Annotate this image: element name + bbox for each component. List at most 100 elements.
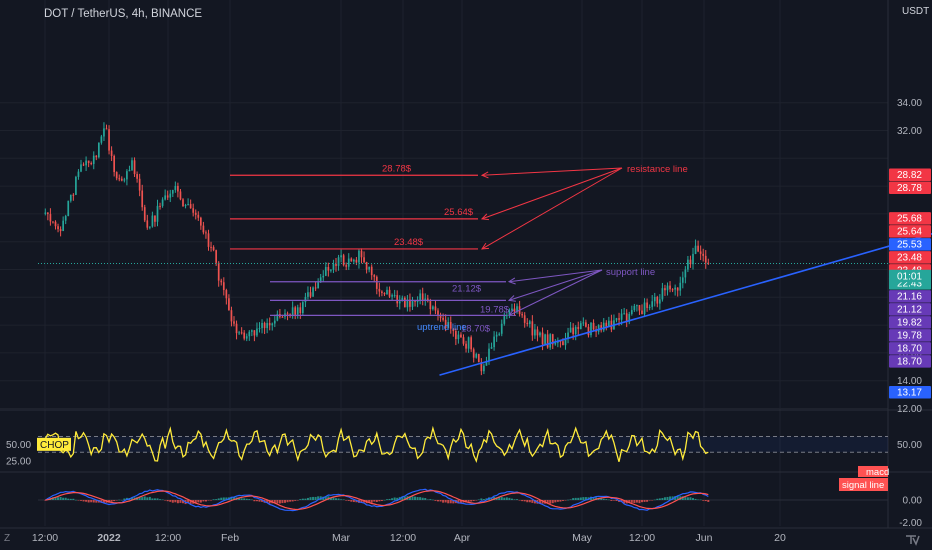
time-scale: 12:00 2022 12:00 Feb Mar 12:00 Apr May 12:00 Jun 2… [32, 532, 786, 544]
macd-histogram-bar [217, 498, 220, 500]
uptrend-annotation: uptrend line [417, 322, 467, 333]
candle-body [281, 316, 284, 318]
macd-histogram-bar [289, 500, 292, 502]
macd-histogram-bar [301, 498, 304, 500]
macd-histogram-bar [95, 500, 98, 503]
resistance-arrow-head [481, 242, 490, 250]
candle-body [620, 313, 623, 320]
candle-body [569, 327, 572, 333]
macd-histogram-bar [505, 497, 508, 500]
candle-body [437, 310, 439, 315]
candle-body [536, 329, 539, 336]
resistance-level-label: 23.48$ [394, 237, 424, 248]
price-scale-badge [889, 316, 931, 329]
candle-body [521, 314, 523, 316]
candle-body [676, 287, 679, 291]
macd-histogram-bar [258, 500, 261, 502]
macd-histogram-bar [485, 498, 488, 500]
candle-body [110, 150, 113, 156]
candle-body [202, 225, 205, 233]
candle-body [661, 288, 664, 300]
price-scale-badge-text: 19.78 [897, 331, 922, 342]
macd-histogram-bar [102, 500, 105, 503]
macd-histogram-bar [153, 498, 156, 500]
macd-histogram-bar [702, 500, 705, 501]
candle-body [319, 277, 322, 283]
candle-body [143, 207, 146, 221]
macd-histogram-bar [559, 500, 562, 502]
candle-body [475, 354, 478, 358]
resistance-annotation: resistance line [627, 164, 688, 175]
candle-body [562, 341, 564, 346]
candle-body [340, 255, 342, 258]
macd-line [44, 488, 709, 512]
zoom-icon[interactable]: Z [4, 533, 10, 544]
price-scale-badge [889, 329, 931, 342]
price-scale-badge [889, 290, 931, 303]
macd-histogram-bar [503, 497, 506, 500]
candle-body [200, 217, 202, 226]
candle-body [681, 277, 684, 283]
candle-body [87, 160, 90, 164]
price-scale-badge [889, 238, 931, 251]
macd-histogram-bar [174, 500, 177, 503]
macd-histogram-bar [197, 500, 200, 503]
macd-histogram-bar [602, 498, 605, 500]
macd-histogram-bar [317, 496, 320, 500]
candle-body [85, 160, 87, 166]
candle-body [401, 297, 404, 302]
candle-body [508, 310, 511, 315]
candle-body [179, 191, 182, 200]
candle-body [90, 163, 93, 165]
macd-histogram-bar [276, 500, 279, 504]
candle-body [217, 262, 220, 281]
candle-body [131, 160, 133, 171]
candle-body [120, 178, 123, 181]
price-scale-badge-text: 25.64 [897, 227, 922, 238]
candle-body [212, 247, 215, 251]
candle-body [205, 232, 207, 234]
candle-body [77, 171, 80, 177]
candle-body [95, 155, 98, 158]
candle-body [220, 280, 223, 283]
macd-histogram-bar [281, 500, 284, 504]
macd-histogram-bar [345, 500, 348, 501]
macd-histogram-bar [572, 498, 575, 500]
macd-histogram-bar [674, 496, 677, 500]
candle-body [54, 221, 57, 227]
price-scale-badge [889, 168, 931, 181]
candle-body [707, 262, 710, 264]
candle-body [396, 295, 399, 304]
candle-body [697, 245, 699, 252]
macd-histogram-bar [651, 500, 654, 501]
candle-body [118, 178, 121, 180]
macd-histogram-bar [656, 498, 659, 500]
macd-histogram-bar [386, 499, 388, 500]
candle-body [551, 334, 554, 345]
macd-histogram-bar [444, 500, 447, 503]
symbol-title[interactable]: DOT / TetherUS, 4h, BINANCE [44, 8, 203, 20]
candle-body [411, 300, 414, 307]
macd-histogram-bar [176, 500, 179, 504]
time-tick-label: Mar [332, 532, 351, 544]
candle-body [472, 349, 475, 358]
macd-histogram-bar [156, 498, 159, 500]
candle-body [704, 255, 707, 263]
macd-histogram-bar [230, 496, 233, 500]
macd-histogram-bar [477, 499, 480, 501]
macd-histogram-bar [630, 500, 633, 503]
macd-legend-label: macd [866, 467, 889, 478]
macd-histogram-bar [266, 500, 269, 503]
macd-histogram-bar [424, 498, 427, 500]
candle-body [166, 195, 169, 198]
macd-histogram-bar [118, 499, 121, 501]
macd-histogram-bar [113, 500, 116, 502]
macd-legend-badge [858, 466, 888, 477]
macd-histogram-bar [475, 500, 478, 501]
macd-histogram-bar [131, 497, 133, 500]
candle-body [414, 300, 416, 302]
price-scale-badge-text: 22.43 [897, 279, 922, 290]
candles [44, 122, 710, 376]
macd-histogram-bar [243, 498, 246, 500]
